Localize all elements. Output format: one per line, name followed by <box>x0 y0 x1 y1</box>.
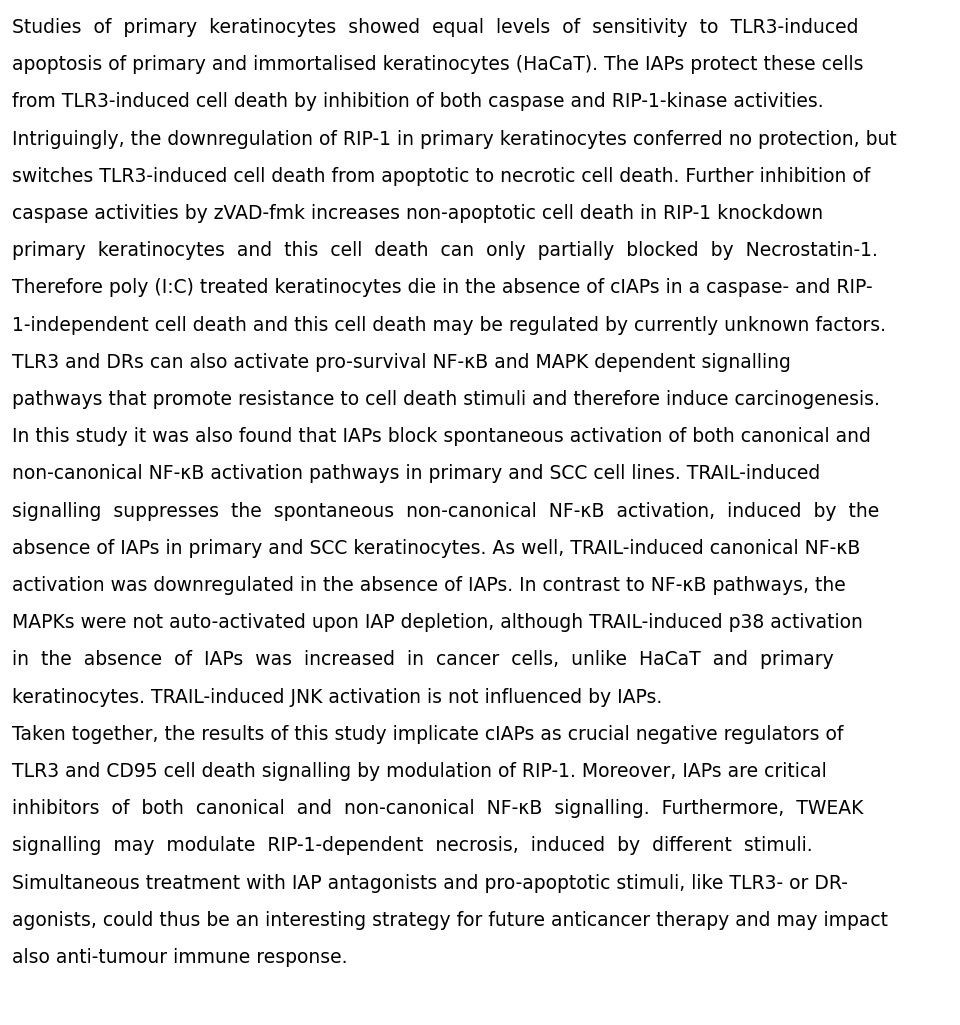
Text: Therefore poly (I:C) treated keratinocytes die in the absence of cIAPs in a casp: Therefore poly (I:C) treated keratinocyt… <box>12 279 873 297</box>
Text: also anti-tumour immune response.: also anti-tumour immune response. <box>12 948 348 967</box>
Text: Taken together, the results of this study implicate cIAPs as crucial negative re: Taken together, the results of this stud… <box>12 725 844 744</box>
Text: signalling  suppresses  the  spontaneous  non-canonical  NF-κB  activation,  ind: signalling suppresses the spontaneous no… <box>12 501 879 521</box>
Text: TLR3 and CD95 cell death signalling by modulation of RIP-1. Moreover, IAPs are c: TLR3 and CD95 cell death signalling by m… <box>12 762 827 781</box>
Text: from TLR3-induced cell death by inhibition of both caspase and RIP-1-kinase acti: from TLR3-induced cell death by inhibiti… <box>12 92 824 112</box>
Text: signalling  may  modulate  RIP-1-dependent  necrosis,  induced  by  different  s: signalling may modulate RIP-1-dependent … <box>12 836 812 856</box>
Text: Studies  of  primary  keratinocytes  showed  equal  levels  of  sensitivity  to : Studies of primary keratinocytes showed … <box>12 18 858 37</box>
Text: Intriguingly, the downregulation of RIP-1 in primary keratinocytes conferred no : Intriguingly, the downregulation of RIP-… <box>12 129 897 149</box>
Text: activation was downregulated in the absence of IAPs. In contrast to NF-κB pathwa: activation was downregulated in the abse… <box>12 576 846 594</box>
Text: MAPKs were not auto-activated upon IAP depletion, although TRAIL-induced p38 act: MAPKs were not auto-activated upon IAP d… <box>12 613 863 632</box>
Text: in  the  absence  of  IAPs  was  increased  in  cancer  cells,  unlike  HaCaT  a: in the absence of IAPs was increased in … <box>12 651 833 669</box>
Text: absence of IAPs in primary and SCC keratinocytes. As well, TRAIL-induced canonic: absence of IAPs in primary and SCC kerat… <box>12 539 860 558</box>
Text: pathways that promote resistance to cell death stimuli and therefore induce carc: pathways that promote resistance to cell… <box>12 390 880 409</box>
Text: keratinocytes. TRAIL-induced JNK activation is not influenced by IAPs.: keratinocytes. TRAIL-induced JNK activat… <box>12 688 662 706</box>
Text: primary  keratinocytes  and  this  cell  death  can  only  partially  blocked  b: primary keratinocytes and this cell deat… <box>12 241 877 260</box>
Text: In this study it was also found that IAPs block spontaneous activation of both c: In this study it was also found that IAP… <box>12 427 871 446</box>
Text: caspase activities by zVAD-fmk increases non-apoptotic cell death in RIP-1 knock: caspase activities by zVAD-fmk increases… <box>12 204 823 223</box>
Text: Simultaneous treatment with IAP antagonists and pro-apoptotic stimuli, like TLR3: Simultaneous treatment with IAP antagoni… <box>12 873 848 893</box>
Text: switches TLR3-induced cell death from apoptotic to necrotic cell death. Further : switches TLR3-induced cell death from ap… <box>12 167 871 186</box>
Text: non-canonical NF-κB activation pathways in primary and SCC cell lines. TRAIL-ind: non-canonical NF-κB activation pathways … <box>12 464 820 484</box>
Text: agonists, could thus be an interesting strategy for future anticancer therapy an: agonists, could thus be an interesting s… <box>12 911 888 930</box>
Text: apoptosis of primary and immortalised keratinocytes (HaCaT). The IAPs protect th: apoptosis of primary and immortalised ke… <box>12 55 863 74</box>
Text: inhibitors  of  both  canonical  and  non-canonical  NF-κB  signalling.  Further: inhibitors of both canonical and non-can… <box>12 800 863 818</box>
Text: TLR3 and DRs can also activate pro-survival NF-κB and MAPK dependent signalling: TLR3 and DRs can also activate pro-survi… <box>12 353 791 372</box>
Text: 1-independent cell death and this cell death may be regulated by currently unkno: 1-independent cell death and this cell d… <box>12 316 886 334</box>
